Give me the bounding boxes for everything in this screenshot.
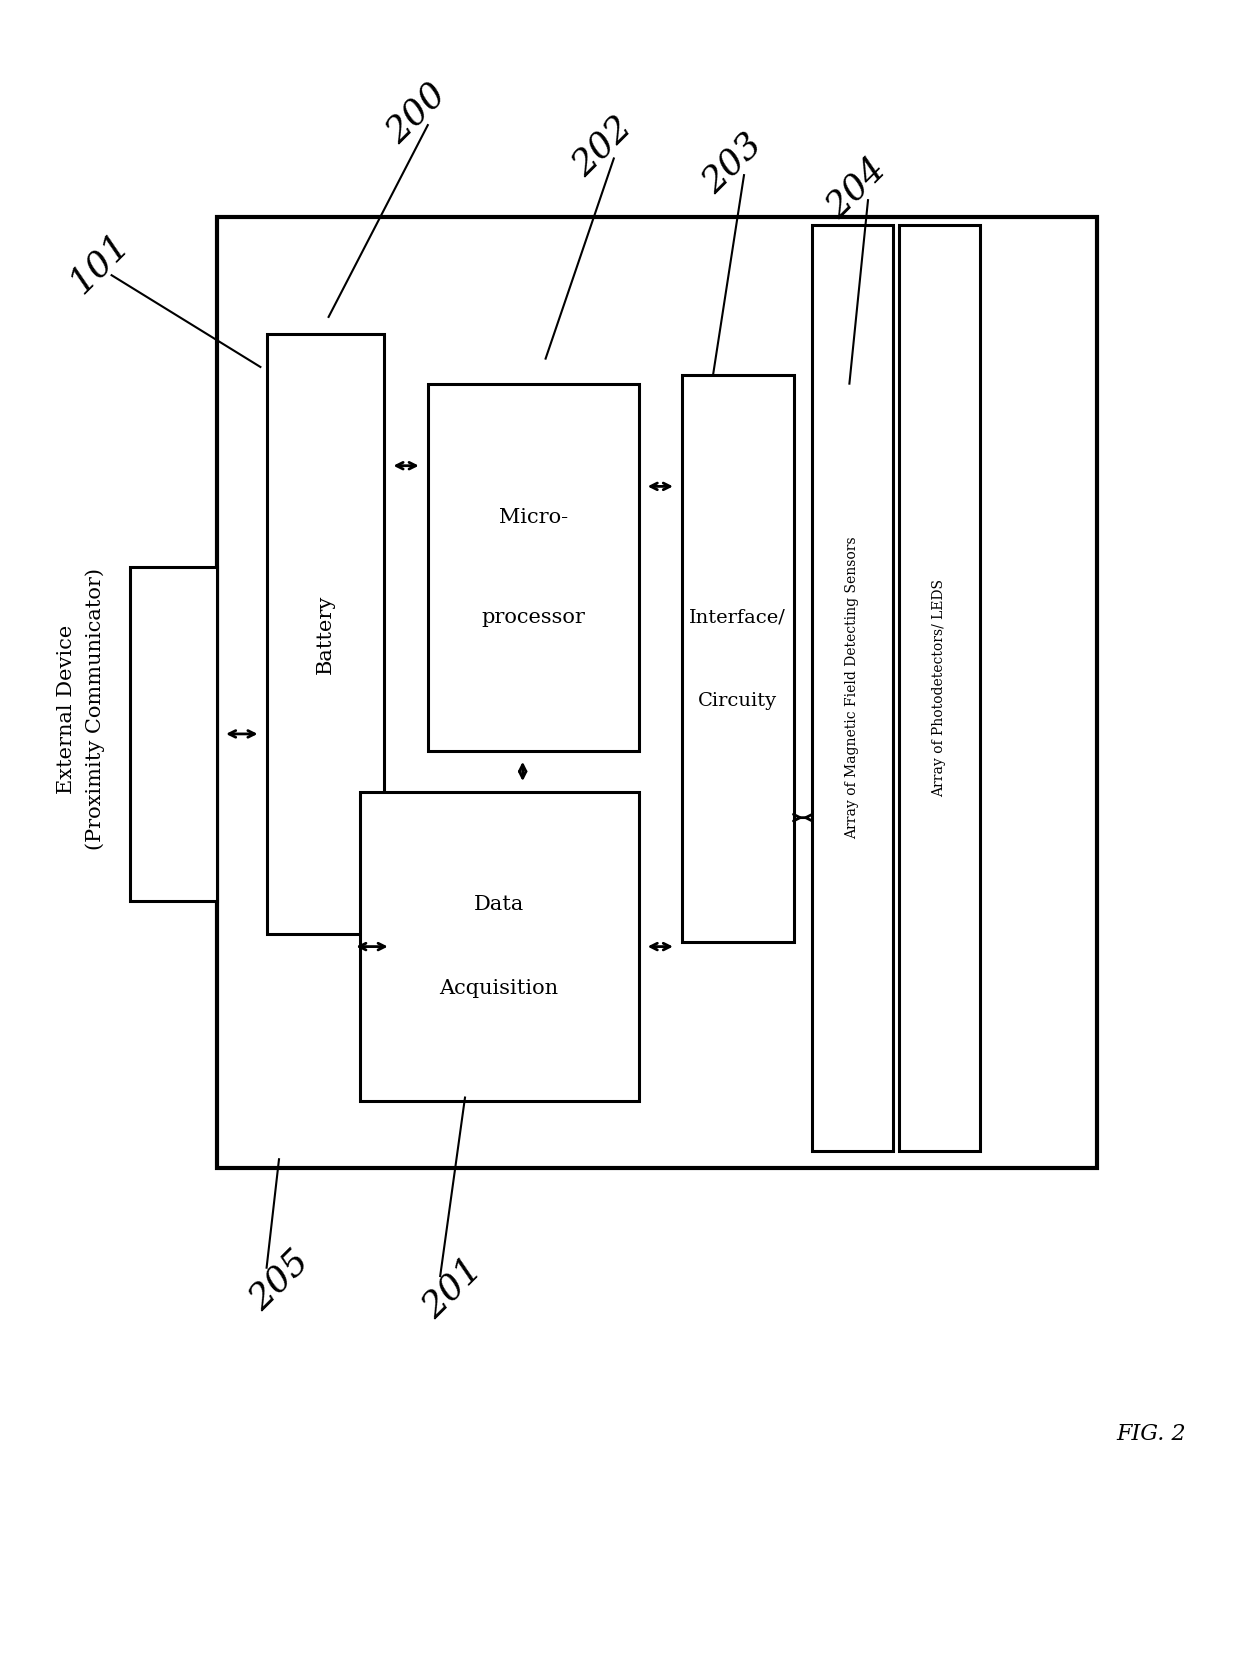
Text: 101: 101 bbox=[63, 227, 136, 300]
Bar bbox=[217, 217, 1097, 1168]
Text: Battery: Battery bbox=[316, 594, 335, 674]
Text: 201: 201 bbox=[415, 1251, 489, 1324]
Text: Acquisition: Acquisition bbox=[439, 979, 559, 997]
Bar bbox=[812, 225, 893, 1151]
Text: 204: 204 bbox=[820, 152, 893, 225]
Text: External Device
(Proximity Communicator): External Device (Proximity Communicator) bbox=[57, 567, 104, 851]
Bar bbox=[428, 384, 639, 751]
Bar bbox=[267, 334, 384, 934]
Text: 200: 200 bbox=[379, 77, 453, 150]
Text: 205: 205 bbox=[242, 1243, 315, 1316]
Bar bbox=[130, 567, 217, 901]
Bar bbox=[360, 792, 639, 1101]
Text: Array of Photodetectors/ LEDS: Array of Photodetectors/ LEDS bbox=[932, 579, 946, 797]
Bar bbox=[899, 225, 980, 1151]
Text: 202: 202 bbox=[565, 110, 639, 183]
Text: Data: Data bbox=[474, 896, 525, 914]
Text: Micro-: Micro- bbox=[498, 507, 568, 527]
Text: Circuity: Circuity bbox=[698, 692, 777, 709]
Text: Interface/: Interface/ bbox=[689, 609, 786, 626]
Text: processor: processor bbox=[481, 607, 585, 627]
Text: Array of Magnetic Field Detecting Sensors: Array of Magnetic Field Detecting Sensor… bbox=[846, 537, 859, 839]
Text: 203: 203 bbox=[696, 127, 769, 200]
Text: FIG. 2: FIG. 2 bbox=[1116, 1423, 1185, 1446]
Bar bbox=[682, 375, 794, 942]
